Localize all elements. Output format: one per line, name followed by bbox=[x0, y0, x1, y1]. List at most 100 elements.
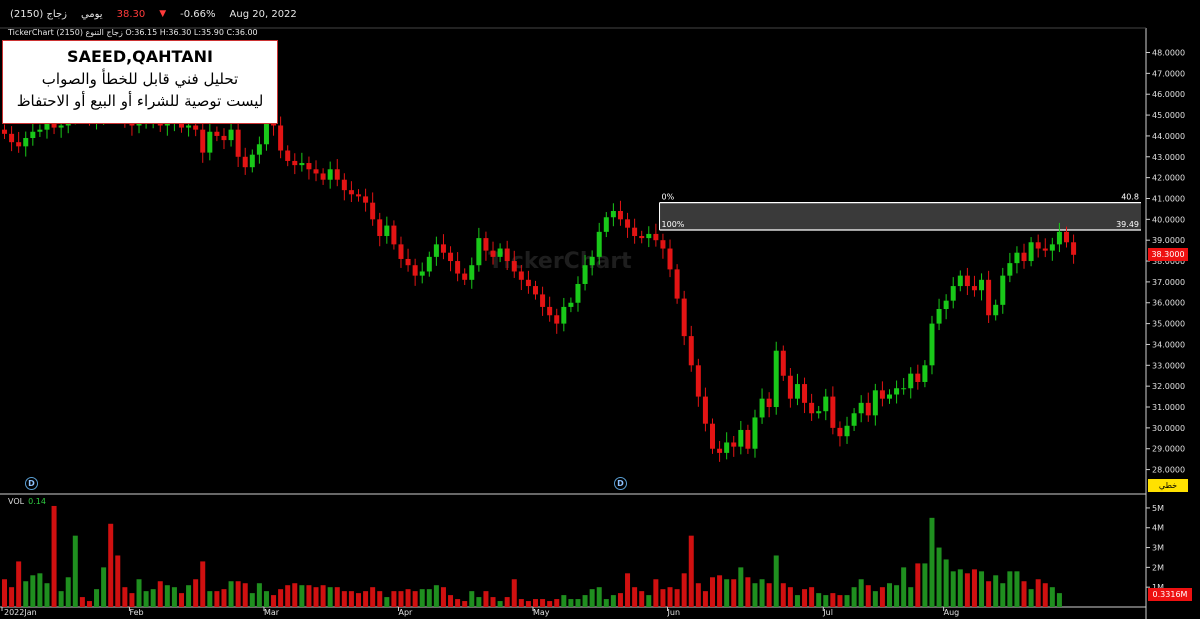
candle-body bbox=[476, 238, 482, 266]
candle-body bbox=[490, 250, 496, 257]
candle-body bbox=[327, 169, 333, 180]
candle-body bbox=[1000, 275, 1006, 305]
scale-mode-badge[interactable]: خطي bbox=[1148, 479, 1188, 492]
volume-bar bbox=[731, 579, 737, 607]
last-price: 38.30 bbox=[116, 8, 146, 20]
candle-body bbox=[554, 315, 560, 324]
volume-bar bbox=[384, 597, 390, 607]
volume-bar bbox=[717, 575, 723, 607]
candle-body bbox=[887, 394, 892, 399]
candle-body bbox=[589, 256, 595, 266]
volume-bar bbox=[285, 585, 291, 607]
candle-body bbox=[901, 388, 907, 390]
volume-bar bbox=[1007, 571, 1013, 607]
volume-bar bbox=[348, 591, 354, 607]
candle-body bbox=[894, 388, 900, 395]
candle-body bbox=[448, 252, 454, 262]
y-tick-label: 33.0000 bbox=[1152, 361, 1185, 370]
volume-bar bbox=[86, 601, 92, 607]
volume-bar bbox=[341, 591, 347, 607]
candle-body bbox=[51, 123, 57, 128]
volume-label: VOL 0.14 bbox=[8, 497, 46, 506]
candle-body bbox=[794, 384, 800, 399]
volume-bar bbox=[370, 587, 376, 607]
volume-bar bbox=[16, 561, 22, 607]
candle-body bbox=[568, 302, 574, 307]
candle-body bbox=[462, 273, 468, 280]
candle-body bbox=[37, 129, 43, 132]
volume-bar bbox=[950, 571, 956, 607]
candle-body bbox=[830, 396, 836, 428]
volume-bar bbox=[504, 597, 510, 607]
volume-bar bbox=[908, 587, 914, 607]
volume-bar bbox=[72, 535, 78, 607]
y-tick-label: 38.0000 bbox=[1152, 257, 1185, 266]
candle-body bbox=[179, 121, 184, 128]
volume-bar bbox=[214, 591, 220, 607]
candle-body bbox=[30, 131, 36, 139]
volume-bar bbox=[186, 585, 192, 607]
candle-body bbox=[603, 217, 609, 232]
y-tick-label: 39.0000 bbox=[1152, 236, 1185, 245]
volume-bar bbox=[129, 593, 135, 607]
candle-body bbox=[780, 350, 786, 376]
volume-bar bbox=[30, 575, 36, 607]
volume-bar bbox=[221, 589, 227, 607]
candle-body bbox=[193, 125, 199, 130]
volume-bar bbox=[971, 569, 977, 607]
volume-bar bbox=[525, 601, 531, 607]
candle-body bbox=[582, 265, 588, 284]
candle-body bbox=[235, 129, 241, 157]
candle-body bbox=[702, 396, 708, 424]
volume-bar bbox=[830, 593, 836, 607]
candle-body bbox=[334, 169, 340, 180]
ohlc-info: TickerChart زجاج التنوع (2150) O:36.15 H… bbox=[8, 28, 258, 37]
watermark: TickerChart bbox=[488, 249, 632, 274]
symbol-label[interactable]: زجاج (2150) bbox=[10, 8, 67, 20]
volume-bar bbox=[476, 597, 482, 607]
y-tick-label: 48.0000 bbox=[1152, 49, 1185, 58]
candle-body bbox=[9, 133, 15, 143]
volume-bar bbox=[879, 587, 885, 607]
volume-bar bbox=[724, 579, 730, 607]
candle-body bbox=[136, 123, 142, 126]
volume-bar bbox=[511, 579, 517, 607]
candle-body bbox=[667, 248, 673, 270]
volume-bar bbox=[23, 581, 29, 607]
volume-bar bbox=[809, 587, 815, 607]
candle-body bbox=[16, 142, 22, 147]
volume-bar bbox=[794, 595, 800, 607]
y-tick-label: 37.0000 bbox=[1152, 278, 1185, 287]
volume-bar bbox=[2, 579, 7, 607]
volume-bar bbox=[200, 561, 206, 607]
volume-bar bbox=[653, 579, 659, 607]
candle-body bbox=[384, 225, 390, 237]
dividend-marker[interactable]: D bbox=[25, 477, 38, 490]
change-percent: -0.66% bbox=[180, 8, 216, 20]
volume-bar bbox=[313, 587, 319, 607]
candle-body bbox=[256, 144, 262, 155]
x-tick-label: May bbox=[533, 608, 550, 617]
candle-body bbox=[872, 390, 878, 416]
candle-body bbox=[483, 238, 489, 251]
candle-body bbox=[221, 135, 227, 141]
dividend-marker[interactable]: D bbox=[614, 477, 627, 490]
candle-body bbox=[575, 283, 581, 303]
candle-body bbox=[242, 156, 248, 168]
volume-bar bbox=[398, 591, 404, 607]
volume-bar bbox=[681, 573, 687, 607]
y-tick-label: 43.0000 bbox=[1152, 153, 1185, 162]
y-tick-label: 28.0000 bbox=[1152, 466, 1185, 475]
volume-bar bbox=[136, 579, 142, 607]
period-label[interactable]: يومي bbox=[80, 8, 103, 20]
volume-bar bbox=[433, 585, 439, 607]
candle-body bbox=[731, 442, 737, 447]
volume-bar bbox=[391, 591, 397, 607]
candle-body bbox=[313, 169, 319, 174]
candle-body bbox=[440, 244, 446, 253]
volume-bar bbox=[9, 587, 15, 607]
candle-body bbox=[1035, 242, 1041, 249]
candle-body bbox=[518, 271, 524, 280]
vol-tick-label: 5M bbox=[1152, 504, 1164, 513]
